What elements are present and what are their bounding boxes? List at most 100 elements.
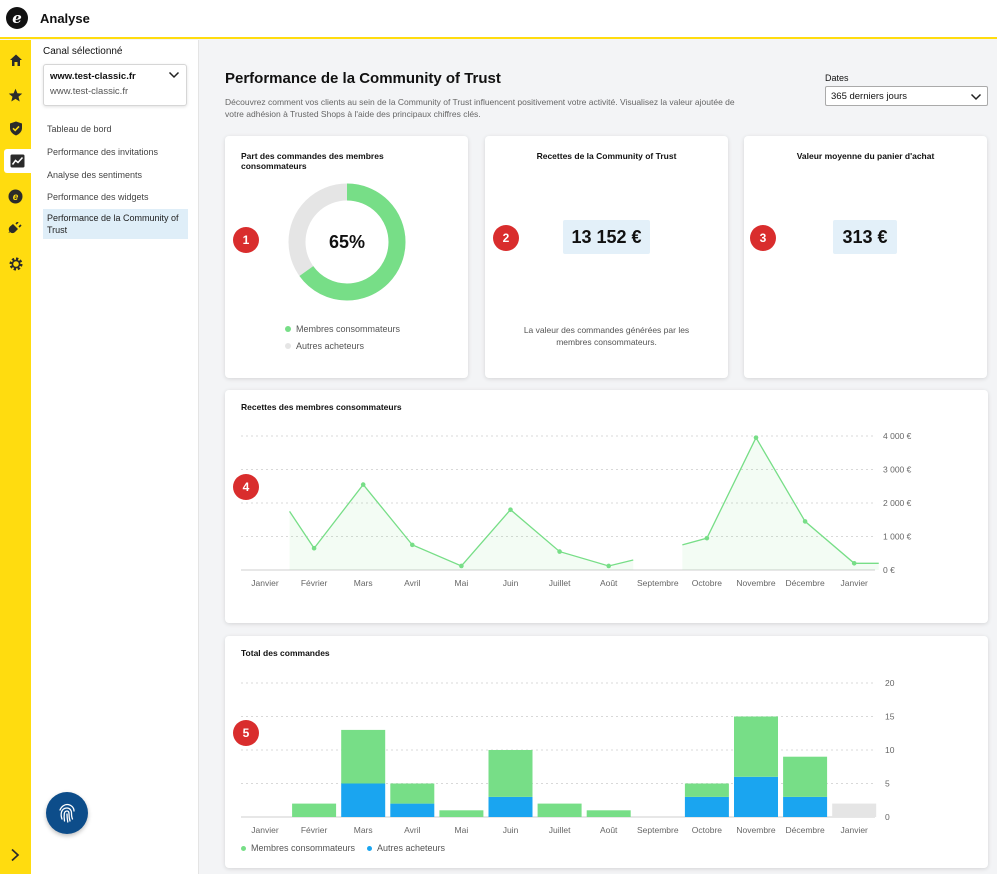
legend-members: Membres consommateurs	[285, 324, 400, 334]
sidebar-item-community-of-trust[interactable]: Performance de la Community of Trust	[43, 209, 188, 239]
gear-icon[interactable]	[0, 252, 31, 276]
bar-members	[439, 810, 484, 817]
channel-sub-value: www.test-classic.fr	[50, 86, 129, 97]
donut-arc-members	[288, 183, 406, 301]
line-point	[753, 435, 759, 440]
expand-sidebar-icon[interactable]	[9, 848, 21, 862]
trusted-shops-logo[interactable]: e	[6, 7, 28, 29]
x-tick-label: Mai	[455, 578, 469, 588]
share-card: Part des commandes des membres consommat…	[225, 136, 468, 378]
bar-legend-others: Autres acheteurs	[367, 843, 445, 853]
x-tick-label: Juillet	[549, 825, 571, 835]
bar-others	[783, 796, 828, 817]
basket-value: 313 €	[833, 220, 897, 254]
y-tick-label: 20	[885, 678, 895, 688]
x-tick-label: Décembre	[785, 578, 824, 588]
star-icon[interactable]	[0, 83, 31, 107]
bar-chart-card: Total des commandes 5 20 15 10 5 0 Janvier Fév…	[225, 636, 988, 868]
line-point	[459, 563, 464, 569]
dates-label: Dates	[825, 73, 849, 83]
x-tick-label: Janvier	[251, 578, 279, 588]
revenue-card: Recettes de la Community of Trust 2 13 1…	[485, 136, 728, 378]
bar-chart-title: Total des commandes	[241, 648, 330, 658]
x-tick-label: Novembre	[736, 578, 775, 588]
y-tick-label: 5	[885, 779, 890, 789]
legend-dot-blue	[367, 845, 372, 851]
home-icon[interactable]	[0, 48, 31, 72]
channel-select[interactable]: www.test-classic.fr www.test-classic.fr	[43, 64, 187, 106]
line-area	[289, 484, 634, 570]
bar-others	[488, 796, 533, 817]
page-title: Performance de la Community of Trust	[225, 70, 501, 87]
plug-icon[interactable]	[0, 217, 31, 241]
e-circle-icon[interactable]: e	[0, 184, 31, 208]
revenue-card-title: Recettes de la Community of Trust	[536, 151, 677, 161]
sidebar-item-invitations[interactable]: Performance des invitations	[47, 147, 159, 157]
x-tick-label: Avril	[404, 578, 420, 588]
line-series	[682, 436, 879, 564]
bar-pending	[832, 803, 877, 817]
legend-dot-grey	[285, 343, 291, 349]
shield-check-icon[interactable]	[0, 116, 31, 140]
y-tick-label: 4 000 €	[883, 431, 912, 441]
bar-members	[734, 716, 778, 777]
x-tick-label: Mars	[354, 825, 373, 835]
app-title: Analyse	[40, 11, 90, 26]
x-tick-label: Mai	[455, 825, 469, 835]
x-tick-label: Juin	[503, 578, 519, 588]
y-tick-label: 15	[885, 712, 895, 722]
line-point	[360, 482, 366, 487]
x-tick-label: Mars	[354, 578, 373, 588]
channel-main-value: www.test-classic.fr	[50, 71, 136, 82]
basket-card-title: Valeur moyenne du panier d'achat	[796, 151, 935, 161]
line-point	[410, 542, 415, 548]
line-point	[311, 545, 317, 551]
bar-members	[390, 783, 435, 804]
sidebar-item-widgets[interactable]: Performance des widgets	[47, 192, 149, 202]
chevron-down-icon	[168, 71, 180, 79]
share-donut: 65%	[288, 183, 406, 301]
x-tick-label: Janvier	[840, 825, 868, 835]
y-tick-label: 2 000 €	[883, 498, 912, 508]
bar-members	[586, 810, 631, 817]
basket-card: Valeur moyenne du panier d'achat 3 313 €	[744, 136, 987, 378]
sidebar-item-sentiments[interactable]: Analyse des sentiments	[47, 170, 143, 180]
x-tick-label: Août	[600, 825, 618, 835]
dates-select[interactable]: 365 derniers jours	[825, 86, 988, 106]
x-tick-label: Septembre	[637, 578, 679, 588]
line-chart-card: Recettes des membres consommateurs 4 4 0…	[225, 390, 988, 623]
bar-members	[684, 783, 729, 797]
y-tick-label: 1 000 €	[883, 532, 912, 542]
page-description: Découvrez comment vos clients au sein de…	[225, 97, 735, 119]
x-tick-label: Décembre	[785, 825, 824, 835]
badge-5: 5	[233, 720, 259, 746]
bar-others	[684, 796, 729, 817]
line-point	[802, 519, 808, 524]
badge-1: 1	[233, 227, 259, 253]
fingerprint-button[interactable]	[46, 792, 88, 834]
bar-members	[537, 803, 582, 817]
line-point	[557, 549, 562, 554]
x-tick-label: Février	[301, 825, 328, 835]
x-tick-label: Octobre	[692, 578, 723, 588]
y-tick-label: 10	[885, 745, 895, 755]
bar-others	[390, 803, 435, 817]
bar-others	[734, 776, 778, 817]
line-chart-title: Recettes des membres consommateurs	[241, 402, 402, 412]
x-tick-label: Novembre	[736, 825, 775, 835]
line-point	[508, 507, 513, 512]
analytics-icon[interactable]	[4, 149, 31, 173]
sidebar-item-dashboard[interactable]: Tableau de bord	[47, 124, 112, 134]
chevron-down-icon	[970, 93, 982, 101]
y-tick-label: 3 000 €	[883, 465, 912, 475]
x-tick-label: Juillet	[549, 578, 571, 588]
x-tick-label: Octobre	[692, 825, 723, 835]
line-point	[704, 535, 710, 541]
svg-text:e: e	[13, 192, 19, 203]
y-tick-label: 0	[885, 812, 890, 822]
bar-legend-members: Membres consommateurs	[241, 843, 355, 853]
bar-members	[783, 756, 828, 797]
icon-rail: e	[0, 40, 31, 874]
badge-4: 4	[233, 474, 259, 500]
x-tick-label: Janvier	[840, 578, 868, 588]
